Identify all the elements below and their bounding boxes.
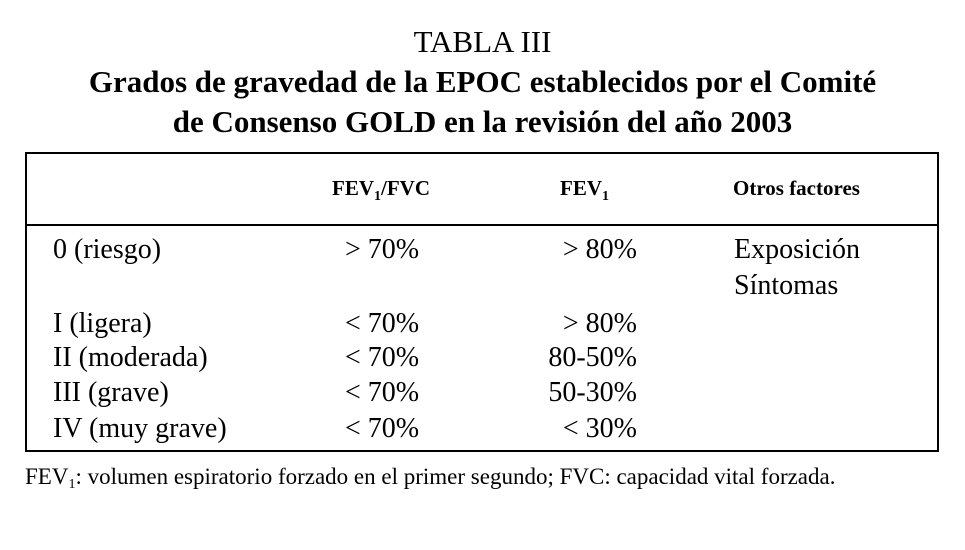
header-fev1-fvc-main: FEV xyxy=(332,176,374,200)
header-divider xyxy=(27,224,937,226)
table-row-fev1: 50-30% xyxy=(548,377,637,408)
table-row-grade: III (grave) xyxy=(53,377,169,408)
footnote-abbr-main: FEV xyxy=(25,464,69,489)
table-row-fev1-fvc: < 70% xyxy=(345,377,420,408)
table-title: Grados de gravedad de la EPOC establecid… xyxy=(0,62,965,142)
table-row-fev1-fvc: < 70% xyxy=(345,342,420,373)
table-row-fev1-fvc: < 70% xyxy=(345,413,420,444)
table-footnote: FEV1: volumen espiratorio forzado en el … xyxy=(25,463,940,499)
header-fev1-fvc-sub: 1 xyxy=(374,189,381,204)
table-row-fev1-fvc: > 70% xyxy=(345,234,420,265)
table-row-grade: II (moderada) xyxy=(53,342,208,373)
table-row-grade: 0 (riesgo) xyxy=(53,234,162,265)
table-row-grade: I (ligera) xyxy=(53,308,152,339)
footnote-text: : volumen espiratorio forzado en el prim… xyxy=(75,464,836,489)
header-fev1-fvc-tail: /FVC xyxy=(381,176,430,200)
title-line-2: de Consenso GOLD en la revisión del año … xyxy=(172,104,793,139)
table-row-fev1: > 80% xyxy=(562,308,637,339)
header-fev1-main: FEV xyxy=(560,176,602,200)
table-row-other-factor: Síntomas xyxy=(734,270,839,301)
table-row-fev1: 80-50% xyxy=(548,342,637,373)
header-fev1: FEV1 xyxy=(560,176,609,205)
header-other-factors: Otros factores xyxy=(733,176,860,200)
header-fev1-fvc: FEV1/FVC xyxy=(332,176,430,205)
table-number: TABLA III xyxy=(413,24,552,59)
gold-table: FEV1/FVC FEV1 Otros factores 0 (riesgo) … xyxy=(25,152,939,452)
title-line-1: Grados de gravedad de la EPOC establecid… xyxy=(88,64,877,99)
table-row-fev1-fvc: < 70% xyxy=(345,308,420,339)
header-fev1-sub: 1 xyxy=(602,189,609,204)
table-row-grade: IV (muy grave) xyxy=(53,413,227,444)
table-row-other-factor: Exposición xyxy=(734,234,860,265)
footnote-abbr-sub: 1 xyxy=(68,477,76,492)
table-row-fev1: < 30% xyxy=(562,413,637,444)
table-row-fev1: > 80% xyxy=(562,234,637,265)
